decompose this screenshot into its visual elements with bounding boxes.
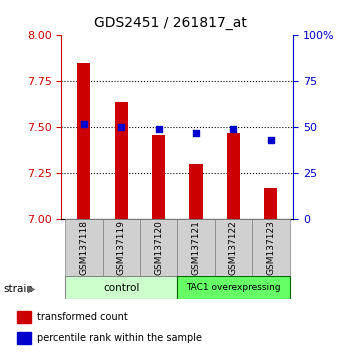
Text: GSM137121: GSM137121 [192, 220, 201, 275]
Text: control: control [103, 282, 139, 293]
Point [156, 126, 161, 132]
Point [268, 137, 273, 143]
Bar [77, 63, 90, 219]
Bar [152, 135, 165, 219]
Text: GSM137122: GSM137122 [229, 221, 238, 275]
Bar [215, 219, 252, 276]
Bar [17, 312, 31, 323]
Bar [264, 188, 277, 219]
Bar [17, 332, 31, 344]
Point [81, 121, 87, 127]
Point [118, 125, 124, 130]
Bar [65, 219, 103, 276]
Text: TAC1 overexpressing: TAC1 overexpressing [186, 283, 281, 292]
Bar [65, 276, 177, 299]
Text: GSM137123: GSM137123 [266, 220, 275, 275]
Text: GDS2451 / 261817_at: GDS2451 / 261817_at [94, 16, 247, 30]
Bar [140, 219, 177, 276]
Text: GSM137118: GSM137118 [79, 220, 88, 275]
Bar [177, 219, 215, 276]
Text: transformed count: transformed count [37, 312, 128, 322]
Point [231, 126, 236, 132]
Text: ▶: ▶ [28, 284, 35, 293]
Point [193, 130, 199, 136]
Text: percentile rank within the sample: percentile rank within the sample [37, 333, 202, 343]
Bar [115, 102, 128, 219]
Text: strain: strain [3, 284, 33, 293]
Bar [103, 219, 140, 276]
Bar [227, 133, 240, 219]
Bar [252, 219, 290, 276]
Text: GSM137119: GSM137119 [117, 220, 126, 275]
Text: GSM137120: GSM137120 [154, 220, 163, 275]
Bar [190, 164, 203, 219]
Bar [177, 276, 290, 299]
